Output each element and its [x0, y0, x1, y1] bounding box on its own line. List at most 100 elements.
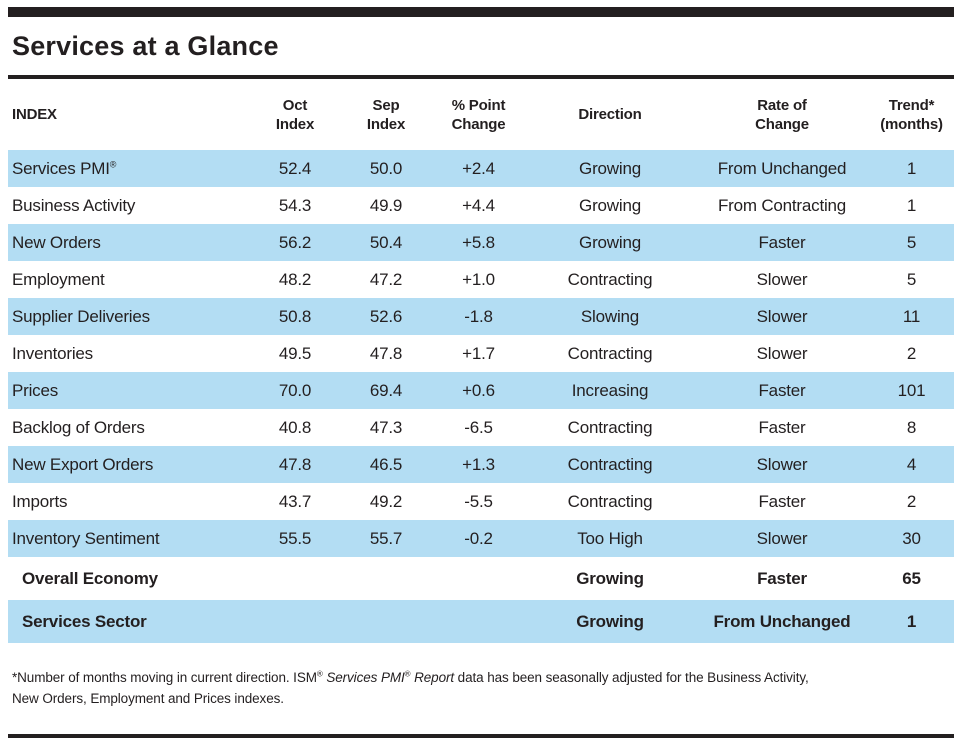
footnote-text: *Number of months moving in current dire…: [12, 670, 317, 685]
row-label: Overall Economy: [22, 568, 158, 588]
column-header-rate: Rate of Change: [695, 79, 869, 150]
cell-sep: 47.2: [369, 269, 403, 289]
column-header-sep: Sep Index: [340, 79, 432, 150]
column-header-line: Index: [275, 115, 315, 133]
cell-trend: 1: [869, 150, 954, 187]
cell-direction: Too High: [525, 520, 695, 557]
cell-trend: 4: [869, 446, 954, 483]
cell-trend: 11: [869, 298, 954, 335]
table-body: Services PMI® 52.4 50.0 +2.4 Growing From Unc…: [8, 150, 954, 643]
table-row: Services PMI® 52.4 50.0 +2.4 Growing From Unc…: [8, 150, 954, 187]
cell-oct: [250, 557, 340, 600]
row-label: Prices: [8, 372, 250, 409]
cell-trend: 2: [906, 343, 917, 363]
column-header-direction: Direction: [525, 79, 695, 150]
cell-direction: Growing: [525, 224, 695, 261]
table-header: INDEX Oct Index Sep Index% Point Change Direct…: [8, 79, 954, 150]
cell-trend: 101: [869, 372, 954, 409]
cell-sep: 49.9: [369, 195, 403, 215]
row-label: Inventory Sentiment: [8, 520, 250, 557]
cell-rate: From Unchanged: [695, 600, 869, 643]
cell-rate: Faster: [757, 568, 807, 588]
cell-direction: Contracting: [567, 269, 653, 289]
cell-change: [432, 557, 525, 600]
cell-rate: Faster: [695, 224, 869, 261]
cell-change: +2.4: [432, 150, 525, 187]
row-label: New Export Orders: [8, 446, 250, 483]
cell-oct: 47.8: [250, 446, 340, 483]
column-header-line: Index: [366, 115, 406, 133]
cell-rate: Slower: [695, 446, 869, 483]
cell-trend: 1: [906, 195, 917, 215]
column-header-oct: Oct Index: [250, 79, 340, 150]
cell-change: -5.5: [464, 491, 493, 511]
column-header-line: (months): [880, 115, 943, 133]
registered-mark: ®: [404, 669, 411, 679]
cell-direction: Growing: [525, 150, 695, 187]
cell-direction: Growing: [525, 600, 695, 643]
row-label: Services PMI®: [8, 150, 250, 187]
cell-change: [432, 600, 525, 643]
footnote-text: Services PMI: [326, 670, 405, 685]
cell-change: +1.0: [462, 269, 495, 289]
column-header-line: Rate of: [757, 96, 807, 114]
cell-sep: 47.3: [369, 417, 403, 437]
column-header-label: INDEX: [8, 79, 250, 150]
cell-rate: Faster: [695, 372, 869, 409]
cell-direction: Contracting: [525, 446, 695, 483]
column-header-change: % Point Change: [432, 79, 525, 150]
cell-trend: 5: [869, 224, 954, 261]
cell-rate: Slower: [695, 520, 869, 557]
table-row: Backlog of Orders 40.8 47.3 -6.5 Contracting…: [8, 409, 954, 446]
cell-trend: 65: [902, 568, 921, 588]
cell-change: -1.8: [432, 298, 525, 335]
table-row: Inventory Sentiment 55.5 55.7 -0.2 Too High S…: [8, 520, 954, 557]
bottom-rule: [8, 734, 954, 738]
cell-change: -0.2: [432, 520, 525, 557]
cell-oct: [250, 600, 340, 643]
row-label: Inventories: [12, 343, 93, 363]
table-row: Overall Economy Growing Faster 65: [8, 557, 954, 600]
cell-oct: 40.8: [278, 417, 312, 437]
cell-sep: 50.0: [340, 150, 432, 187]
cell-oct: 55.5: [250, 520, 340, 557]
cell-sep: 49.2: [369, 491, 403, 511]
cell-change: +1.3: [432, 446, 525, 483]
cell-rate: Slower: [756, 343, 808, 363]
cell-change: +4.4: [462, 195, 495, 215]
footnote: *Number of months moving in current dire…: [12, 667, 954, 709]
cell-trend: 8: [906, 417, 917, 437]
column-header-line: Sep: [372, 96, 400, 114]
cell-rate: Slower: [756, 269, 808, 289]
column-header-line: Trend*: [888, 96, 935, 114]
cell-oct: 43.7: [278, 491, 312, 511]
cell-trend: 5: [906, 269, 917, 289]
top-divider-bar: [8, 7, 954, 17]
column-header-line: Direction: [578, 106, 642, 123]
cell-sep: [340, 600, 432, 643]
row-label: Business Activity: [12, 195, 136, 215]
cell-direction: Growing: [579, 195, 641, 215]
column-header-line: INDEX: [12, 106, 57, 123]
cell-direction: Increasing: [525, 372, 695, 409]
column-header-trend: Trend* (months): [869, 79, 954, 150]
registered-mark: ®: [316, 669, 323, 679]
cell-direction: Contracting: [567, 491, 653, 511]
cell-oct: 70.0: [250, 372, 340, 409]
cell-sep: 47.8: [369, 343, 403, 363]
cell-direction: Growing: [576, 568, 644, 588]
cell-oct: 48.2: [278, 269, 312, 289]
cell-oct: 52.4: [250, 150, 340, 187]
table-row: Inventories 49.5 47.8 +1.7 Contracting Slower…: [8, 335, 954, 372]
table-row: Employment 48.2 47.2 +1.0 Contracting Slower 5: [8, 261, 954, 298]
header-row: INDEX Oct Index Sep Index% Point Change Direct…: [8, 79, 954, 150]
registered-mark: ®: [109, 158, 117, 169]
cell-sep: 46.5: [340, 446, 432, 483]
cell-sep: 69.4: [340, 372, 432, 409]
cell-rate: Faster: [758, 417, 806, 437]
footnote-text: Report: [414, 670, 455, 685]
row-label: Employment: [12, 269, 105, 289]
table-row: Services Sector Growing From Unchanged 1: [8, 600, 954, 643]
table-row: Supplier Deliveries 50.8 52.6 -1.8 Slowing Sl…: [8, 298, 954, 335]
cell-change: +5.8: [432, 224, 525, 261]
